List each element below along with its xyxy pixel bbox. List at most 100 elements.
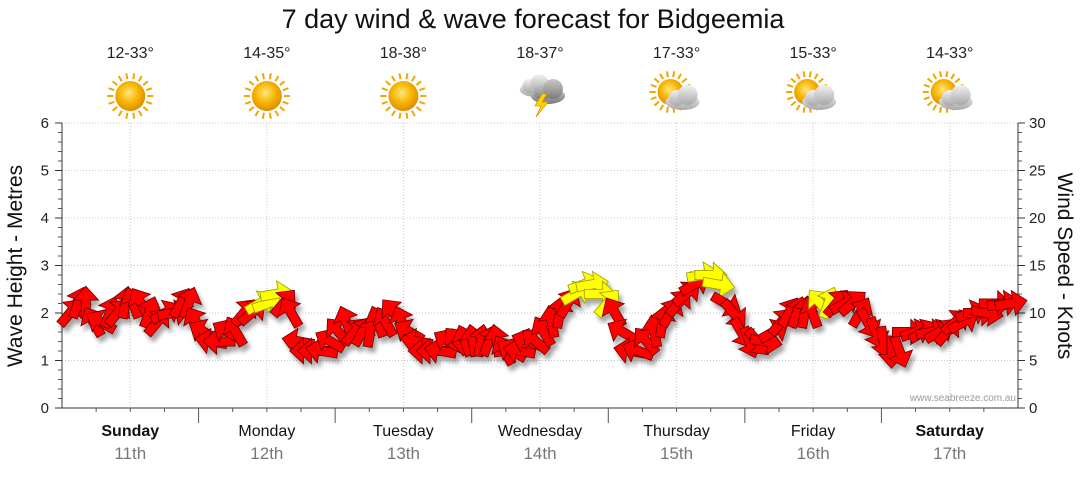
day-temperature: 17-33° — [653, 45, 700, 62]
sun-ray — [939, 71, 943, 78]
day-name-label: Saturday — [915, 423, 984, 440]
day-date-label: 17th — [933, 444, 966, 463]
sun-ray — [112, 106, 118, 112]
grid-lines — [61, 122, 1019, 423]
sun-ray — [808, 71, 812, 78]
day-name-label: Monday — [238, 423, 295, 440]
sun-ray — [926, 100, 933, 107]
sun-ray — [405, 112, 409, 119]
day-name-label: Wednesday — [498, 423, 582, 440]
sun-ray — [385, 80, 392, 86]
sun-ray — [677, 73, 682, 80]
sun-ray — [932, 73, 938, 80]
sun-ray — [108, 87, 115, 92]
sun-ray — [137, 75, 143, 82]
day-name-label: Thursday — [643, 423, 710, 440]
sun-ray — [950, 73, 956, 80]
sun-ray — [659, 104, 664, 111]
sun-ray — [945, 71, 949, 78]
sun-ray — [268, 112, 272, 119]
right-tick-label: 20 — [1029, 210, 1046, 227]
storm-icon — [519, 74, 565, 118]
sun-ray — [279, 80, 286, 86]
sun-ray — [653, 100, 660, 107]
credit-text: www.seabreeze.com.au — [909, 393, 1016, 404]
left-tick-label: 3 — [41, 258, 49, 275]
left-tick-label: 0 — [41, 400, 49, 417]
sun-ray — [665, 106, 669, 113]
cloud-shape — [802, 85, 837, 110]
sun-ray — [415, 80, 422, 86]
sun-ray — [672, 71, 676, 78]
sun-ray — [274, 110, 280, 117]
left-tick-label: 6 — [41, 115, 49, 132]
sun-ray — [659, 73, 664, 80]
day-weather-header: 12-33° 14-35° 18-38° 18-37° 17-33° 15-33° 14-3… — [107, 45, 973, 119]
sun-ray — [137, 110, 143, 117]
cloud-shape — [665, 85, 700, 110]
right-axis: 0 5 10 15 20 25 30 — [1018, 115, 1046, 417]
sun-ray — [790, 77, 797, 84]
right-tick-label: 15 — [1029, 258, 1046, 275]
day-date-label: 16th — [797, 444, 830, 463]
sun-ray — [415, 106, 422, 112]
day-temperature: 15-33° — [789, 45, 836, 62]
partly-cloudy-icon — [786, 71, 837, 113]
sun-ray — [261, 73, 265, 80]
sun-ray — [802, 71, 806, 78]
sun-ray — [391, 75, 396, 82]
sun-icon — [243, 73, 290, 119]
day-temperature: 14-33° — [926, 45, 973, 62]
sun-ray — [802, 106, 806, 113]
sun-ray — [419, 100, 426, 105]
day-name-label: Friday — [791, 423, 835, 440]
partly-cloudy-icon — [922, 71, 973, 113]
sun-ray — [142, 106, 149, 112]
right-tick-label: 5 — [1029, 353, 1037, 370]
sun-ray — [244, 87, 252, 92]
sun-ray — [954, 77, 961, 84]
sun-ray — [112, 80, 118, 86]
sun-ray — [923, 83, 930, 88]
sun-ray — [282, 100, 289, 105]
left-tick-label: 4 — [41, 210, 49, 227]
right-tick-label: 0 — [1029, 400, 1037, 417]
day-temperature: 14-35° — [243, 45, 290, 62]
right-tick-label: 30 — [1029, 115, 1046, 132]
left-axis-title: Wave Height - Metres — [4, 165, 27, 367]
sun-ray — [274, 75, 280, 82]
sun-ray — [117, 75, 123, 82]
sun-ray — [254, 75, 260, 82]
left-tick-label: 1 — [41, 353, 49, 370]
day-name-label: Sunday — [101, 423, 159, 440]
sun-disc — [251, 81, 282, 111]
sun-ray — [419, 87, 426, 92]
sun-ray — [391, 110, 396, 117]
sun-ray — [248, 80, 255, 86]
sun-ray — [125, 112, 129, 119]
sun-ray — [932, 104, 938, 111]
sun-ray — [813, 73, 819, 80]
sun-ray — [795, 104, 801, 111]
day-date-label: 14th — [523, 444, 556, 463]
left-tick-label: 5 — [41, 163, 49, 180]
day-date-label: 13th — [387, 444, 420, 463]
sun-ray — [926, 77, 933, 84]
sun-ray — [282, 87, 289, 92]
sun-ray — [817, 77, 824, 84]
sun-ray — [145, 87, 153, 92]
sun-ray — [398, 112, 402, 119]
right-tick-label: 25 — [1029, 163, 1046, 180]
sun-ray — [787, 96, 794, 101]
sun-ray — [411, 75, 416, 82]
sun-ray — [268, 73, 272, 80]
sun-ray — [923, 96, 930, 101]
right-tick-label: 10 — [1029, 305, 1046, 322]
day-date-label: 12th — [250, 444, 283, 463]
sun-ray — [117, 110, 123, 117]
sun-ray — [411, 110, 416, 117]
right-axis-title: Wind Speed - Knots — [1053, 173, 1076, 360]
sun-ray — [653, 77, 660, 84]
sun-ray — [790, 100, 797, 107]
